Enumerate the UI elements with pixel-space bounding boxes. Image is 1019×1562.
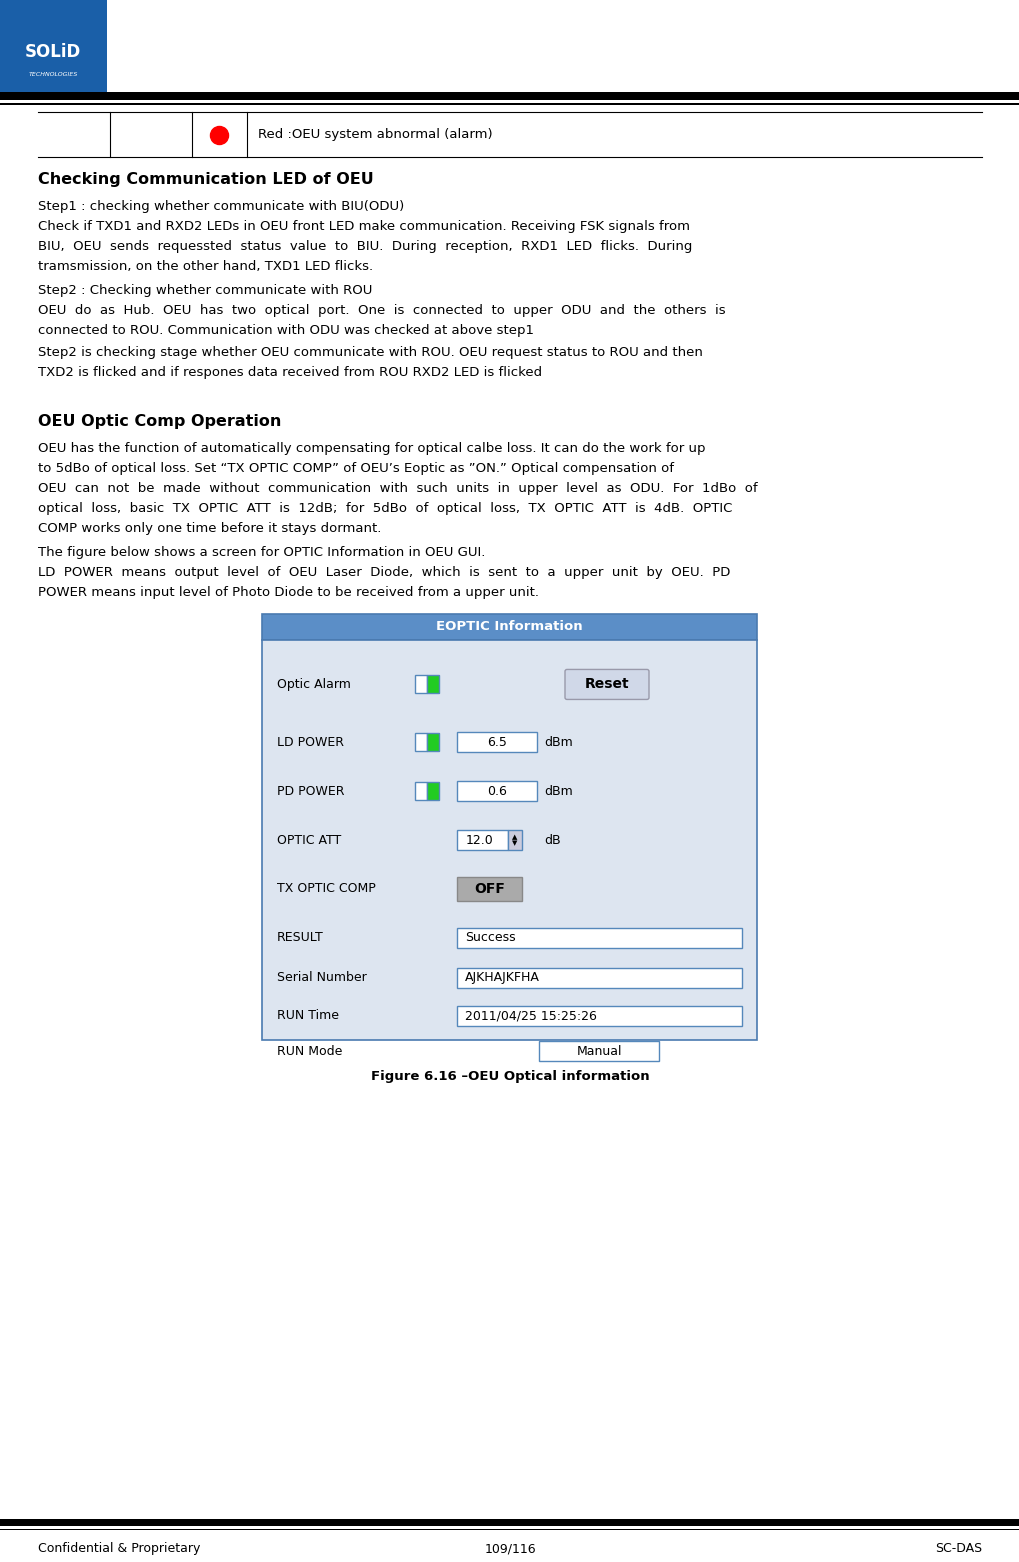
Text: dBm: dBm (543, 736, 573, 748)
Text: RESULT: RESULT (277, 931, 323, 945)
Text: LD POWER: LD POWER (277, 736, 343, 748)
Text: Check if TXD1 and RXD2 LEDs in OEU front LED make communication. Receiving FSK s: Check if TXD1 and RXD2 LEDs in OEU front… (38, 220, 689, 233)
Bar (0, 103, 1019, 105)
Text: TXD2 is flicked and if respones data received from ROU RXD2 LED is flicked: TXD2 is flicked and if respones data rec… (38, 366, 541, 380)
Text: connected to ROU. Communication with ODU was checked at above step1: connected to ROU. Communication with ODU… (38, 323, 534, 337)
Text: Figure 6.16 –OEU Optical information: Figure 6.16 –OEU Optical information (370, 1070, 649, 1082)
Text: Success: Success (465, 931, 516, 945)
Text: LD  POWER  means  output  level  of  OEU  Laser  Diode,  which  is  sent  to  a : LD POWER means output level of OEU Laser… (38, 565, 730, 580)
Text: Manual: Manual (576, 1045, 622, 1057)
Text: 12.0: 12.0 (466, 834, 493, 847)
Text: The figure below shows a screen for OPTIC Information in OEU GUI.: The figure below shows a screen for OPTI… (38, 547, 485, 559)
Bar (457, 733, 536, 753)
Text: Serial Number: Serial Number (277, 972, 367, 984)
Bar (427, 733, 439, 751)
Bar (427, 783, 439, 800)
Text: COMP works only one time before it stays dormant.: COMP works only one time before it stays… (38, 522, 381, 536)
Bar (457, 876, 522, 901)
Text: ▲: ▲ (512, 834, 517, 840)
Text: Checking Communication LED of OEU: Checking Communication LED of OEU (38, 172, 373, 187)
Text: OPTIC ATT: OPTIC ATT (277, 834, 341, 847)
Text: Step2 is checking stage whether OEU communicate with ROU. OEU request status to : Step2 is checking stage whether OEU comm… (38, 347, 702, 359)
Text: OFF: OFF (474, 883, 504, 897)
Text: EOPTIC Information: EOPTIC Information (436, 620, 582, 634)
Text: 0.6: 0.6 (487, 784, 506, 798)
Text: RUN Time: RUN Time (277, 1009, 338, 1022)
Text: ▼: ▼ (512, 840, 517, 847)
Text: tramsmission, on the other hand, TXD1 LED flicks.: tramsmission, on the other hand, TXD1 LE… (38, 259, 373, 273)
Text: Step2 : Checking whether communicate with ROU: Step2 : Checking whether communicate wit… (38, 284, 372, 297)
Text: Optic Alarm: Optic Alarm (277, 678, 351, 690)
Text: SOLiD: SOLiD (24, 44, 82, 61)
Bar (539, 1042, 659, 1061)
Text: POWER means input level of Photo Diode to be received from a upper unit.: POWER means input level of Photo Diode t… (38, 586, 538, 598)
Bar (457, 1006, 741, 1026)
Text: OEU  do  as  Hub.  OEU  has  two  optical  port.  One  is  connected  to  upper : OEU do as Hub. OEU has two optical port.… (38, 305, 725, 317)
Text: dB: dB (543, 834, 560, 847)
FancyBboxPatch shape (565, 670, 648, 700)
Text: Confidential & Proprietary: Confidential & Proprietary (38, 1542, 200, 1556)
Text: Step1 : checking whether communicate with BIU(ODU): Step1 : checking whether communicate wit… (38, 200, 404, 212)
Bar (507, 829, 522, 850)
Text: TECHNOLOGIES: TECHNOLOGIES (29, 72, 77, 77)
Text: PD POWER: PD POWER (277, 784, 344, 798)
Bar (457, 928, 741, 948)
Bar (415, 675, 427, 694)
Bar (262, 640, 756, 1040)
Text: RUN Mode: RUN Mode (277, 1045, 342, 1057)
Text: Reset: Reset (584, 678, 629, 692)
Text: optical  loss,  basic  TX  OPTIC  ATT  is  12dB;  for  5dBo  of  optical  loss, : optical loss, basic TX OPTIC ATT is 12dB… (38, 501, 732, 515)
Bar (457, 781, 536, 801)
Text: TX OPTIC COMP: TX OPTIC COMP (277, 883, 375, 895)
Text: 6.5: 6.5 (487, 736, 506, 748)
Text: 109/116: 109/116 (484, 1542, 535, 1556)
Text: dBm: dBm (543, 784, 573, 798)
Bar (457, 968, 741, 987)
Bar (457, 829, 507, 850)
Bar (0, 1518, 1019, 1526)
Bar (415, 783, 427, 800)
Text: 2011/04/25 15:25:26: 2011/04/25 15:25:26 (465, 1009, 596, 1022)
Bar (427, 675, 439, 694)
Text: Red :OEU system abnormal (alarm): Red :OEU system abnormal (alarm) (258, 128, 492, 141)
Text: OEU Optic Comp Operation: OEU Optic Comp Operation (38, 414, 281, 430)
Text: OEU has the function of automatically compensating for optical calbe loss. It ca: OEU has the function of automatically co… (38, 442, 705, 455)
Bar (415, 733, 427, 751)
Text: to 5dBo of optical loss. Set “TX OPTIC COMP” of OEU’s Eoptic as ”ON.” Optical co: to 5dBo of optical loss. Set “TX OPTIC C… (38, 462, 674, 475)
Bar (0, 0, 107, 92)
Text: OEU  can  not  be  made  without  communication  with  such  units  in  upper  l: OEU can not be made without communicatio… (38, 483, 757, 495)
Bar (262, 614, 756, 640)
Text: BIU,  OEU  sends  requessted  status  value  to  BIU.  During  reception,  RXD1 : BIU, OEU sends requessted status value t… (38, 241, 692, 253)
Bar (0, 92, 1019, 100)
Text: AJKHAJKFHA: AJKHAJKFHA (465, 972, 539, 984)
Text: SC-DAS: SC-DAS (934, 1542, 981, 1556)
